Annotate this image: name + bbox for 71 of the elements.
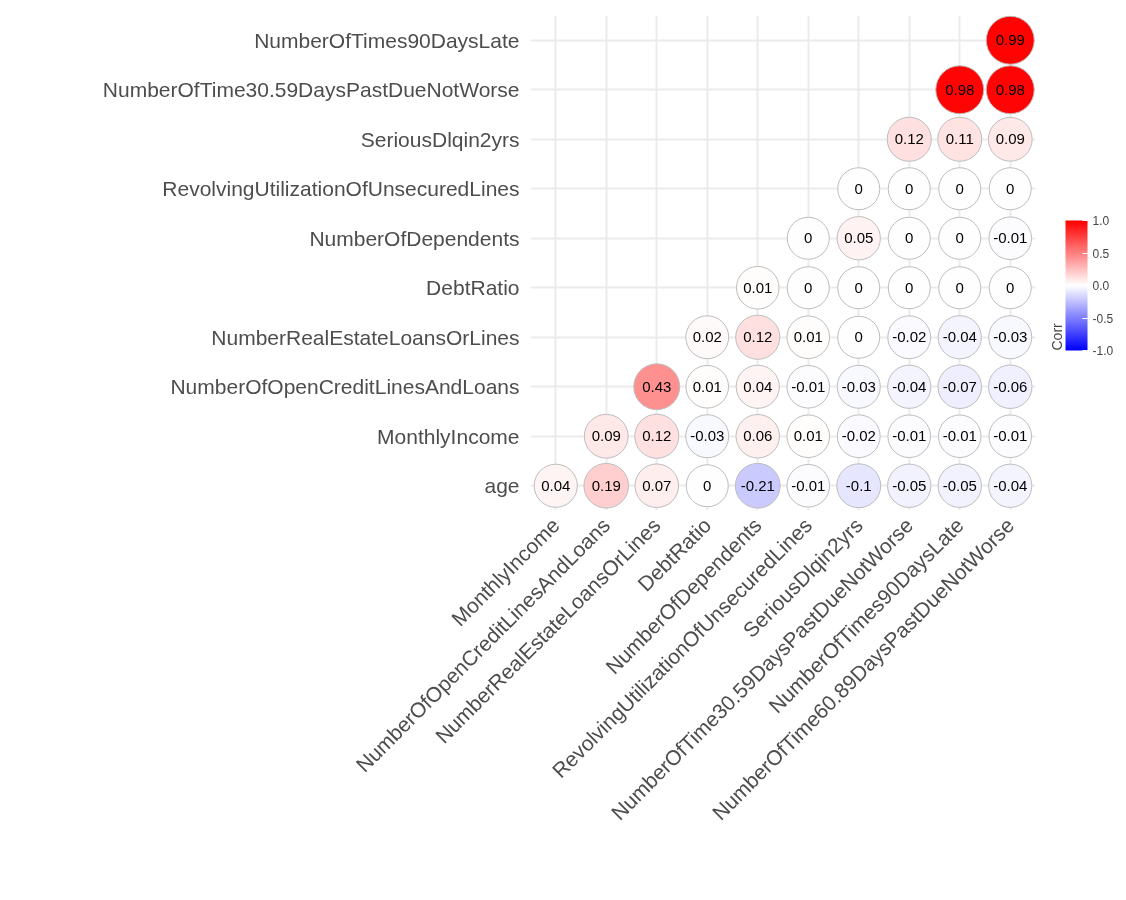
data-label: -0.01 bbox=[791, 476, 826, 494]
color-bar-title: Corr bbox=[1048, 322, 1065, 351]
data-label: 0.01 bbox=[743, 278, 773, 296]
data-label: 0.12 bbox=[743, 328, 773, 346]
data-label: 0.19 bbox=[591, 476, 621, 494]
data-label: 0.02 bbox=[692, 328, 722, 346]
data-label: 0.11 bbox=[945, 130, 974, 148]
data-label: 0.01 bbox=[793, 328, 823, 346]
data-label: 0.99 bbox=[995, 31, 1025, 49]
data-label: 0.04 bbox=[541, 476, 571, 494]
data-label: -0.04 bbox=[892, 377, 927, 395]
color-bar-label: 1.0 bbox=[1092, 214, 1110, 228]
y-tick-label: NumberOfDependents bbox=[309, 226, 520, 250]
data-label: 0 bbox=[955, 229, 964, 247]
y-tick-label: RevolvingUtilizationOfUnsecuredLines bbox=[162, 177, 520, 201]
data-label: 0.12 bbox=[642, 427, 672, 445]
y-tick-label: age bbox=[484, 474, 520, 498]
data-label: 0 bbox=[804, 229, 813, 247]
data-label: 0 bbox=[905, 278, 914, 296]
data-label: -0.04 bbox=[942, 328, 977, 346]
data-label: 0.09 bbox=[995, 130, 1025, 148]
data-label: -0.01 bbox=[993, 229, 1028, 247]
data-label: -0.03 bbox=[690, 427, 725, 445]
data-label: -0.06 bbox=[993, 377, 1028, 395]
data-label: 0 bbox=[703, 476, 712, 494]
data-label: -0.03 bbox=[993, 328, 1028, 346]
data-label: 0 bbox=[905, 179, 914, 197]
y-tick-label: NumberOfTime30.59DaysPastDueNotWorse bbox=[102, 78, 520, 102]
data-label: 0 bbox=[804, 278, 813, 296]
y-tick-label: MonthlyIncome bbox=[377, 424, 520, 448]
color-bar-label: -1.0 bbox=[1092, 344, 1114, 358]
y-tick-label: SeriousDlqin2yrs bbox=[360, 127, 520, 151]
data-label: -0.01 bbox=[791, 377, 826, 395]
data-label: 0 bbox=[1006, 278, 1015, 296]
data-label: 0.05 bbox=[844, 229, 874, 247]
data-label: 0.07 bbox=[642, 476, 672, 494]
data-label: -0.07 bbox=[942, 377, 977, 395]
data-label: 0 bbox=[955, 278, 964, 296]
y-tick-label: NumberOfTimes90DaysLate bbox=[254, 28, 520, 52]
data-label: 0 bbox=[955, 179, 964, 197]
data-label: 0 bbox=[1006, 179, 1015, 197]
data-label: -0.02 bbox=[841, 427, 876, 445]
data-label: 0.43 bbox=[642, 377, 672, 395]
data-label: 0.04 bbox=[743, 377, 773, 395]
data-label: 0.01 bbox=[793, 427, 823, 445]
data-label: 0.98 bbox=[945, 80, 975, 98]
data-label: -0.03 bbox=[841, 377, 876, 395]
data-label: -0.01 bbox=[892, 427, 927, 445]
data-label: 0.01 bbox=[692, 377, 722, 395]
color-bar-label: -0.5 bbox=[1092, 311, 1114, 326]
data-label: -0.01 bbox=[942, 427, 977, 445]
data-label: -0.02 bbox=[892, 328, 927, 346]
data-label: -0.1 bbox=[845, 476, 872, 494]
data-label: 0.98 bbox=[995, 80, 1025, 98]
data-label: 0 bbox=[854, 278, 863, 296]
data-label: -0.04 bbox=[993, 476, 1028, 494]
y-tick-label: NumberOfOpenCreditLinesAndLoans bbox=[170, 375, 520, 399]
data-label: 0.12 bbox=[894, 130, 924, 148]
color-bar-label: 0.0 bbox=[1092, 279, 1110, 293]
data-label: 0 bbox=[854, 179, 863, 197]
data-label: 0 bbox=[905, 229, 914, 247]
data-label: -0.05 bbox=[892, 476, 927, 494]
data-label: -0.05 bbox=[942, 476, 977, 494]
data-label: 0.06 bbox=[743, 427, 773, 445]
data-label: -0.01 bbox=[993, 427, 1028, 445]
data-label: -0.21 bbox=[740, 476, 775, 494]
data-label: 0 bbox=[854, 328, 863, 346]
data-label: 0.09 bbox=[591, 427, 621, 445]
y-tick-label: DebtRatio bbox=[426, 276, 520, 300]
y-tick-label: NumberRealEstateLoansOrLines bbox=[211, 325, 520, 349]
color-bar-label: 0.5 bbox=[1092, 246, 1110, 261]
